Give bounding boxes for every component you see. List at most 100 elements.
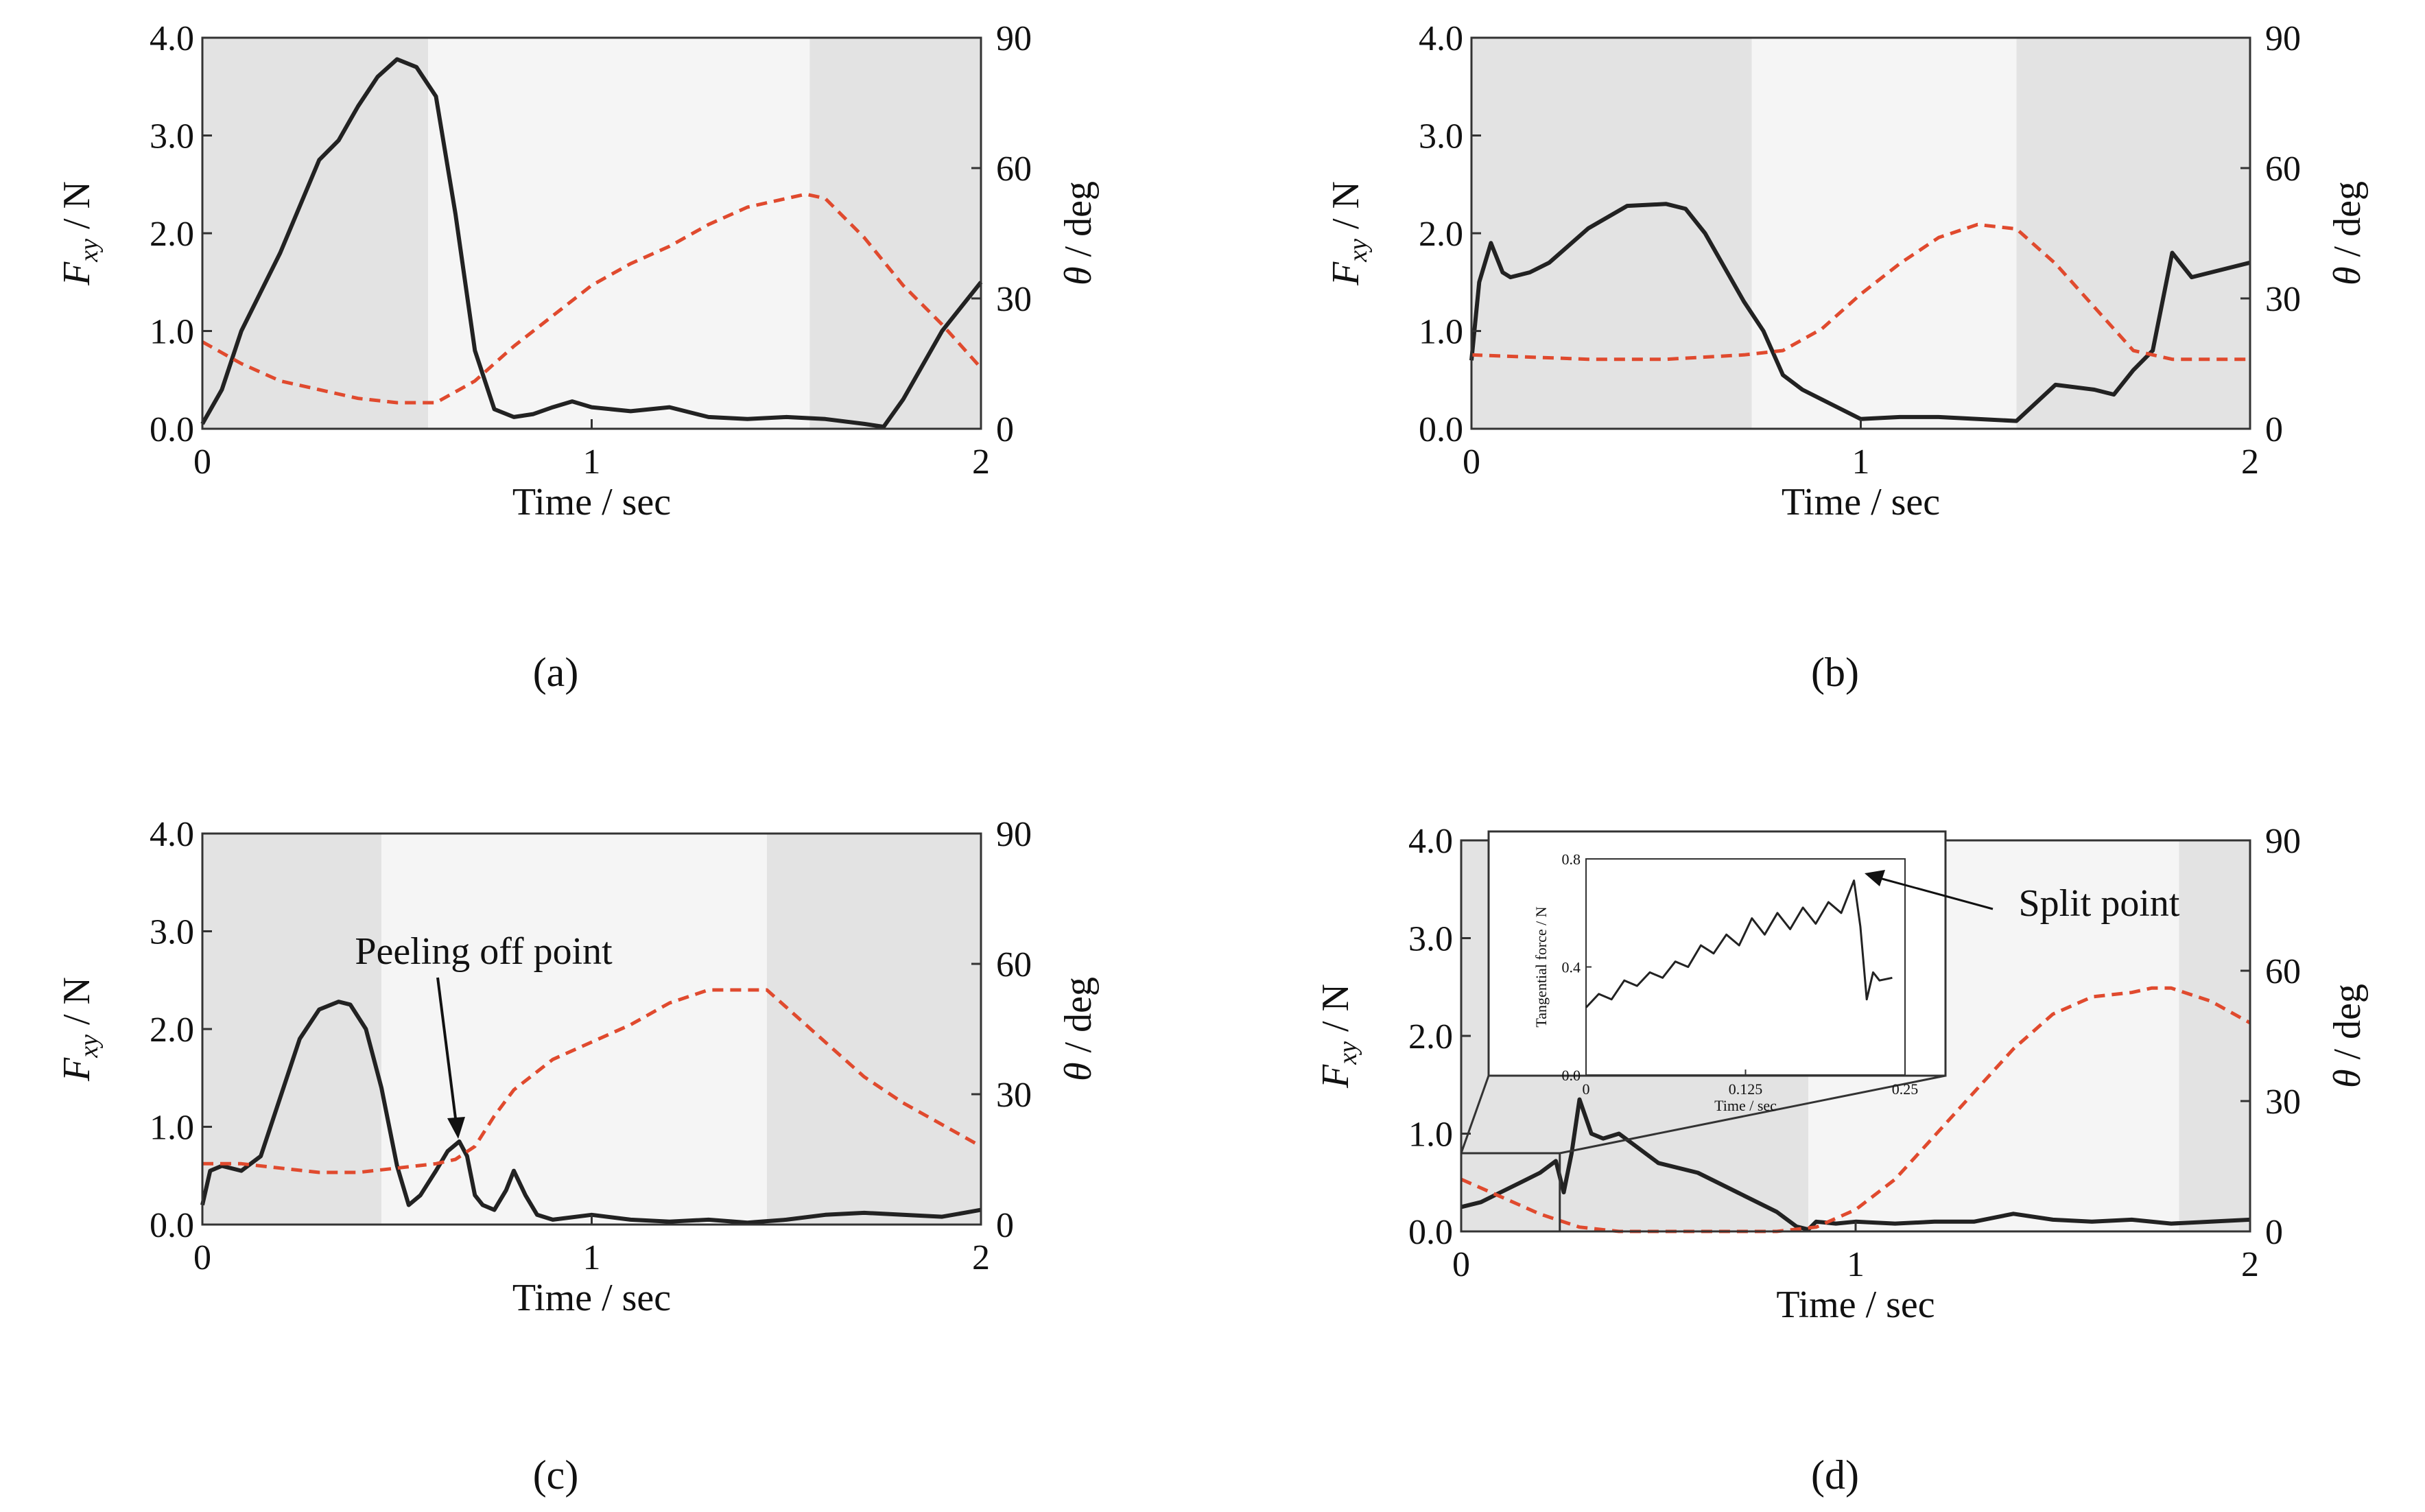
y-tick-label: 2.0	[150, 215, 194, 254]
y2-tick-label: 60	[2265, 150, 2301, 189]
y-axis-label: Fxy / N	[1325, 181, 1373, 286]
y-tick-label: 2.0	[1419, 215, 1463, 254]
x-tick-label: 1	[583, 442, 601, 482]
y2-tick-label: 0	[996, 1206, 1014, 1245]
inset-panel	[1487, 830, 1947, 1077]
angle-series-line	[202, 988, 982, 1174]
shaded-region-1	[1751, 38, 2017, 429]
y2-tick-label: 90	[2265, 19, 2301, 58]
panel-label-d: (d)	[1811, 1452, 1859, 1498]
y-tick-label: 1.0	[150, 1109, 194, 1148]
y-tick-label: 3.0	[1419, 117, 1463, 156]
inset-y-tick-label: 0.0	[1562, 1067, 1581, 1084]
y-axis-label: Fxy / N	[56, 977, 104, 1082]
shaded-region-2	[766, 834, 981, 1225]
x-tick-label: 0	[193, 1238, 211, 1277]
x-tick-label: 0	[1463, 442, 1480, 482]
panel-a: 0 1 2 0.0 1.0 2.0 3.0 4.0 0 30 60 90 Time / sec Fxy /…	[56, 19, 1100, 523]
shaded-region-0	[202, 834, 382, 1225]
split-point-arrow-head	[1865, 870, 1885, 886]
y-tick-label: 4.0	[150, 19, 194, 58]
x-tick-label: 2	[972, 442, 990, 482]
x-tick-label: 1	[1852, 442, 1870, 482]
shaded-region-2	[809, 38, 981, 429]
y-tick-label: 1.0	[150, 313, 194, 352]
shaded-region-2	[2016, 38, 2250, 429]
y2-axis-label: θ / deg	[1057, 977, 1100, 1081]
y2-tick-label: 30	[996, 1076, 1032, 1115]
x-tick-label: 1	[583, 1238, 601, 1277]
y2-tick-label: 0	[996, 410, 1014, 449]
y2-tick-label: 30	[996, 280, 1032, 319]
y2-axis-label: θ / deg	[2326, 984, 2369, 1088]
x-axis-label: Time / sec	[512, 1277, 671, 1319]
inset-force-line	[1585, 879, 1893, 1008]
y-tick-label: 0.0	[1419, 410, 1463, 449]
x-tick-label: 2	[2241, 1245, 2259, 1284]
y-axis-label: Fxy / N	[1314, 984, 1362, 1089]
x-axis-label: Time / sec	[512, 481, 671, 523]
x-tick-label: 2	[972, 1238, 990, 1277]
zoom-connector-line	[1559, 1074, 1946, 1155]
x-tick-label: 1	[1847, 1245, 1865, 1284]
zoom-connector-line	[1460, 1075, 1490, 1154]
peeling-off-arrow-line	[436, 977, 458, 1124]
y2-tick-label: 90	[996, 19, 1032, 58]
y-tick-label: 1.0	[1408, 1115, 1453, 1155]
zoom-box	[1460, 1152, 1561, 1233]
shaded-region-1	[428, 38, 810, 429]
shaded-region-2	[2179, 840, 2250, 1231]
panel-d: 0 1 2 0.0 1.0 2.0 3.0 4.0 0 30 60 90 Time / sec Fxy /…	[1314, 822, 2369, 1326]
y2-tick-label: 60	[996, 150, 1032, 189]
y-tick-label: 3.0	[150, 117, 194, 156]
force-series-line	[200, 57, 983, 429]
y-tick-label: 3.0	[1408, 920, 1453, 959]
x-tick-label: 0	[193, 442, 211, 482]
inset-y-tick-label: 0.4	[1562, 959, 1581, 976]
shaded-region-1	[381, 834, 767, 1225]
x-tick-label: 2	[2241, 442, 2259, 482]
y2-tick-label: 0	[2265, 410, 2283, 449]
panel-label-a: (a)	[533, 650, 579, 695]
shaded-region-0	[202, 38, 429, 429]
y2-axis-label: θ / deg	[1057, 181, 1100, 285]
y2-tick-label: 30	[2265, 280, 2301, 319]
peeling-off-annotation: Peeling off point	[355, 930, 613, 973]
force-series-line	[1469, 202, 2251, 423]
y2-tick-label: 30	[2265, 1083, 2301, 1122]
y-tick-label: 2.0	[1408, 1017, 1453, 1056]
y-tick-label: 4.0	[1419, 19, 1463, 58]
peeling-off-arrow-head	[447, 1117, 465, 1139]
y-tick-label: 0.0	[150, 1206, 194, 1245]
panel-label-b: (b)	[1811, 650, 1859, 695]
y-axis-label: Fxy / N	[56, 181, 104, 286]
x-axis-label: Time / sec	[1782, 481, 1940, 523]
y-tick-label: 0.0	[150, 410, 194, 449]
x-axis-label: Time / sec	[1776, 1284, 1935, 1326]
x-tick-label: 0	[1452, 1245, 1470, 1284]
split-point-annotation: Split point	[2019, 882, 2180, 925]
y-tick-label: 1.0	[1419, 313, 1463, 352]
inset-y-tick-label: 0.8	[1562, 851, 1581, 868]
angle-series-line	[201, 192, 982, 405]
panel-b: 0 1 2 0.0 1.0 2.0 3.0 4.0 0 30 60 90 Time / sec Fxy /…	[1325, 19, 2369, 523]
panel-label-c: (c)	[533, 1452, 579, 1498]
split-point-arrow-line	[1879, 877, 1994, 910]
force-series-line	[200, 1000, 982, 1225]
y-tick-label: 2.0	[150, 1011, 194, 1050]
angle-series-line	[1471, 222, 2250, 362]
y2-tick-label: 90	[996, 815, 1032, 854]
y2-tick-label: 60	[2265, 952, 2301, 991]
y2-tick-label: 90	[2265, 822, 2301, 861]
y2-tick-label: 60	[996, 945, 1032, 984]
y2-axis-label: θ / deg	[2326, 181, 2369, 285]
y-tick-label: 4.0	[150, 815, 194, 854]
y2-tick-label: 0	[2265, 1213, 2283, 1252]
shaded-region-0	[1471, 38, 1752, 429]
inset-x-tick-label: 0.125	[1729, 1080, 1763, 1098]
y-tick-label: 4.0	[1408, 822, 1453, 861]
angle-series-line	[1460, 986, 2251, 1233]
y-tick-label: 3.0	[150, 913, 194, 952]
y-tick-label: 0.0	[1408, 1213, 1453, 1252]
